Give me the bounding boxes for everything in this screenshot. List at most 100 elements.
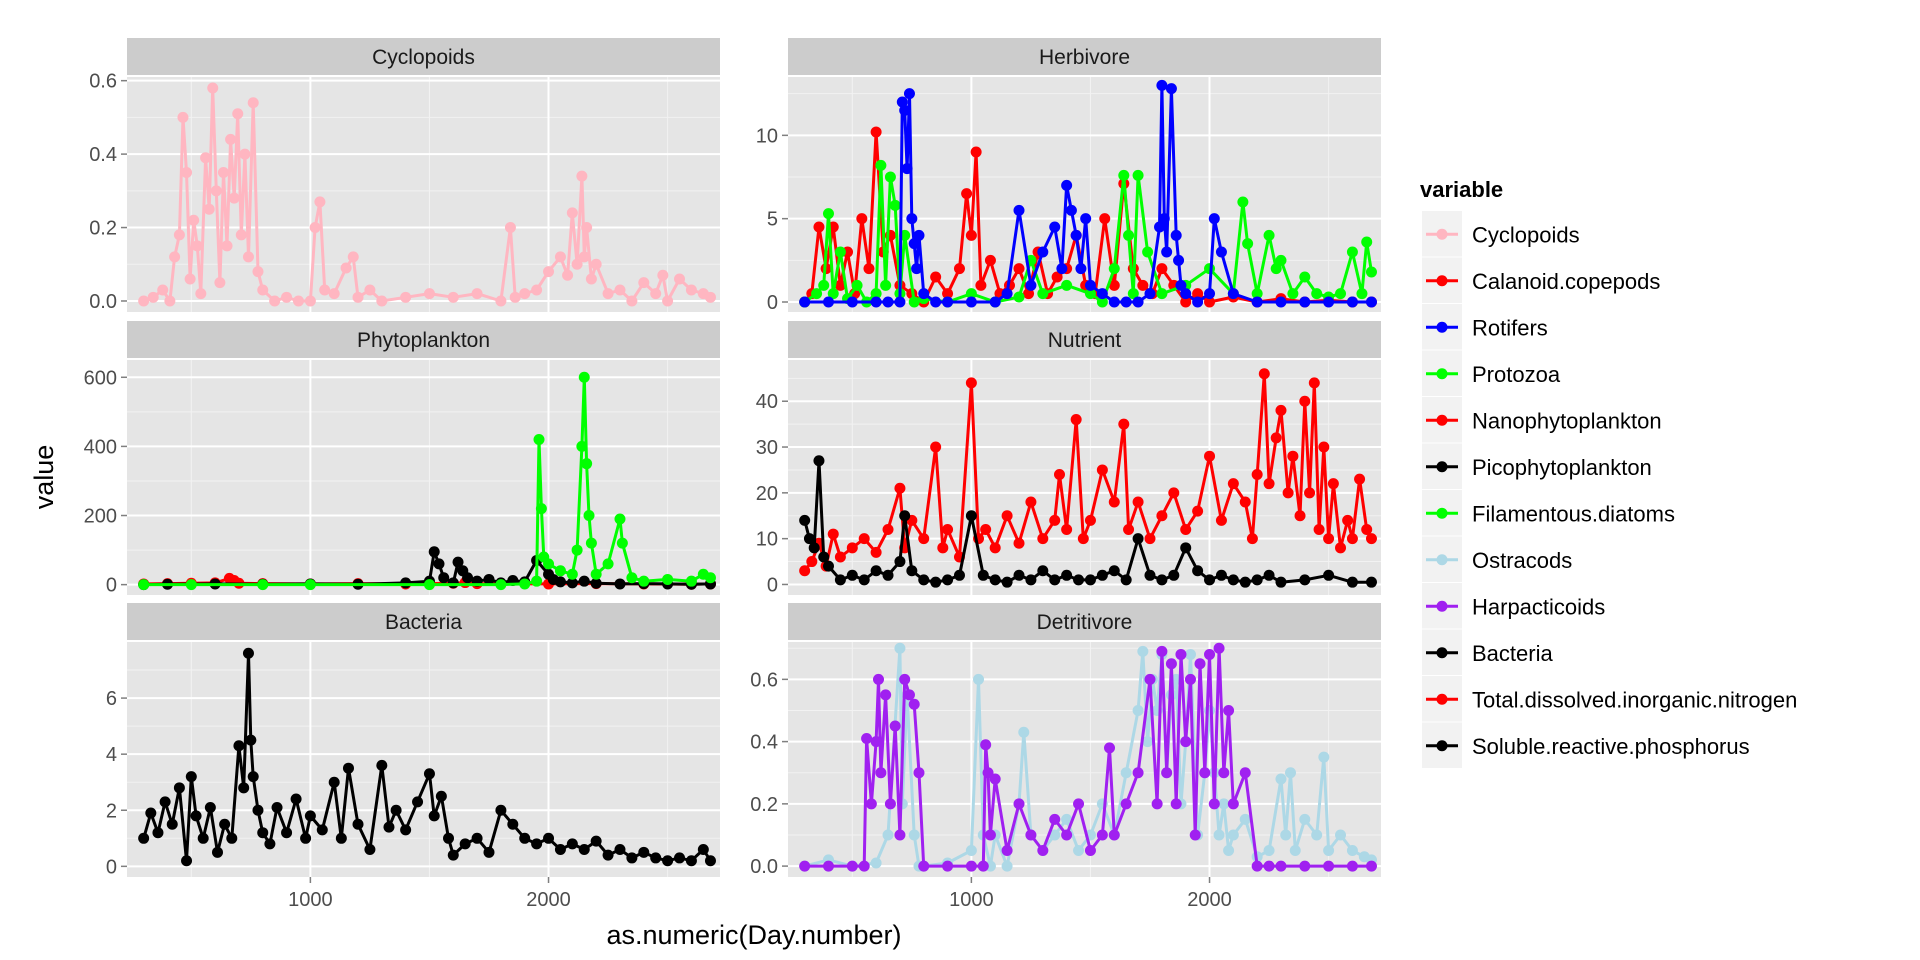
legend-entry: Soluble.reactive.phosphorus bbox=[1422, 722, 1750, 768]
data-point-bacteria bbox=[662, 855, 674, 867]
data-point-cyclopoids bbox=[504, 222, 516, 234]
data-point-filamentous-diatoms bbox=[533, 433, 545, 445]
y-tick-label: 600 bbox=[84, 367, 117, 389]
data-point-rotifers bbox=[1075, 263, 1087, 275]
legend-label: Nanophytoplankton bbox=[1472, 408, 1662, 433]
data-point-ostracods bbox=[1073, 845, 1085, 857]
data-point-harpacticoids bbox=[1049, 813, 1061, 825]
data-point-cyclopoids bbox=[173, 229, 185, 241]
data-point-soluble-reactive-phosphorus bbox=[1132, 533, 1144, 545]
data-point-cyclopoids bbox=[203, 203, 215, 215]
data-point-calanoid-copepods bbox=[856, 213, 868, 225]
panels-layer: Cyclopoids 0.0 0.2 0.4 0.6 Herbivore 0 5 10 Phyto… bbox=[84, 38, 1381, 911]
data-point-ostracods bbox=[1049, 829, 1061, 841]
data-point-harpacticoids bbox=[1208, 798, 1220, 810]
data-point-bacteria bbox=[211, 846, 223, 858]
data-point-harpacticoids bbox=[1194, 658, 1206, 670]
legend-key-point bbox=[1436, 600, 1448, 612]
data-point-total-dissolved-inorganic-nitrogen bbox=[918, 533, 930, 545]
data-point-harpacticoids bbox=[1251, 860, 1263, 872]
panel-background bbox=[127, 360, 720, 595]
data-point-bacteria bbox=[342, 762, 354, 774]
data-point-cyclopoids bbox=[214, 277, 226, 289]
data-point-total-dissolved-inorganic-nitrogen bbox=[1070, 414, 1082, 426]
legend-label: Filamentous.diatoms bbox=[1472, 501, 1675, 526]
data-point-ostracods bbox=[1018, 726, 1030, 738]
data-point-cyclopoids bbox=[232, 108, 244, 120]
data-point-cyclopoids bbox=[217, 166, 229, 178]
data-point-soluble-reactive-phosphorus bbox=[1001, 576, 1013, 588]
data-point-bacteria bbox=[159, 796, 171, 808]
legend-entry: Nanophytoplankton bbox=[1422, 397, 1662, 443]
data-point-cyclopoids bbox=[328, 288, 340, 300]
legend-key-point bbox=[1436, 693, 1448, 705]
data-point-ostracods bbox=[894, 642, 906, 654]
data-point-bacteria bbox=[233, 740, 245, 752]
data-point-cyclopoids bbox=[309, 222, 321, 234]
data-point-picophytoplankton bbox=[483, 573, 495, 585]
data-point-calanoid-copepods bbox=[1137, 279, 1149, 291]
data-point-bacteria bbox=[471, 832, 483, 844]
legend: variable Cyclopoids Calanoid.copepods Roti… bbox=[1420, 177, 1797, 768]
data-point-cyclopoids bbox=[685, 284, 697, 296]
data-point-soluble-reactive-phosphorus bbox=[1180, 542, 1192, 554]
y-tick-label: 0 bbox=[767, 292, 778, 314]
panel-series bbox=[799, 642, 1377, 872]
data-point-bacteria bbox=[271, 801, 283, 813]
data-point-protozoa bbox=[811, 288, 823, 300]
data-point-harpacticoids bbox=[894, 829, 906, 841]
data-point-bacteria bbox=[328, 776, 340, 788]
data-point-rotifers bbox=[965, 296, 977, 308]
data-point-harpacticoids bbox=[1025, 829, 1037, 841]
data-point-calanoid-copepods bbox=[953, 263, 965, 275]
data-point-ostracods bbox=[1223, 845, 1235, 857]
data-point-total-dissolved-inorganic-nitrogen bbox=[870, 546, 882, 558]
legend-label: Soluble.reactive.phosphorus bbox=[1472, 734, 1750, 759]
data-point-rotifers bbox=[1108, 296, 1120, 308]
data-point-protozoa bbox=[1346, 246, 1358, 258]
data-point-harpacticoids bbox=[1365, 860, 1377, 872]
data-point-cyclopoids bbox=[674, 273, 686, 285]
data-point-cyclopoids bbox=[602, 288, 614, 300]
y-tick-label: 5 bbox=[767, 209, 778, 231]
data-point-cyclopoids bbox=[147, 291, 159, 303]
data-point-rotifers bbox=[1192, 296, 1204, 308]
data-point-total-dissolved-inorganic-nitrogen bbox=[1084, 514, 1096, 526]
data-point-rotifers bbox=[1299, 296, 1311, 308]
data-point-rotifers bbox=[903, 88, 915, 100]
data-point-soluble-reactive-phosphorus bbox=[942, 574, 954, 586]
data-point-protozoa bbox=[1263, 229, 1275, 241]
data-point-picophytoplankton bbox=[566, 577, 578, 589]
data-point-rotifers bbox=[1204, 288, 1216, 300]
data-point-rotifers bbox=[1056, 263, 1068, 275]
data-point-total-dissolved-inorganic-nitrogen bbox=[937, 542, 949, 554]
data-point-bacteria bbox=[412, 796, 424, 808]
data-point-cyclopoids bbox=[281, 291, 293, 303]
data-point-soluble-reactive-phosphorus bbox=[1204, 574, 1216, 586]
legend-entry: Bacteria bbox=[1422, 629, 1553, 675]
panel-strip bbox=[127, 321, 720, 358]
data-point-harpacticoids bbox=[1275, 860, 1287, 872]
data-point-total-dissolved-inorganic-nitrogen bbox=[1061, 523, 1073, 535]
data-point-protozoa bbox=[822, 208, 834, 220]
data-point-cyclopoids bbox=[228, 192, 240, 204]
data-point-soluble-reactive-phosphorus bbox=[918, 574, 930, 586]
data-point-harpacticoids bbox=[908, 698, 920, 710]
data-point-soluble-reactive-phosphorus bbox=[1251, 574, 1263, 586]
data-point-bacteria bbox=[483, 846, 495, 858]
data-point-total-dissolved-inorganic-nitrogen bbox=[1294, 510, 1306, 522]
panel-series bbox=[138, 371, 716, 591]
data-point-soluble-reactive-phosphorus bbox=[870, 565, 882, 577]
data-point-harpacticoids bbox=[1263, 860, 1275, 872]
data-point-calanoid-copepods bbox=[1204, 296, 1216, 308]
data-point-cyclopoids bbox=[352, 291, 364, 303]
data-point-bacteria bbox=[238, 782, 250, 794]
data-point-protozoa bbox=[818, 279, 830, 291]
data-point-rotifers bbox=[1323, 296, 1335, 308]
data-point-protozoa bbox=[1242, 238, 1254, 250]
data-point-harpacticoids bbox=[984, 829, 996, 841]
data-point-protozoa bbox=[851, 279, 863, 291]
data-point-harpacticoids bbox=[889, 720, 901, 732]
data-point-soluble-reactive-phosphorus bbox=[822, 560, 834, 572]
data-point-cyclopoids bbox=[447, 291, 459, 303]
